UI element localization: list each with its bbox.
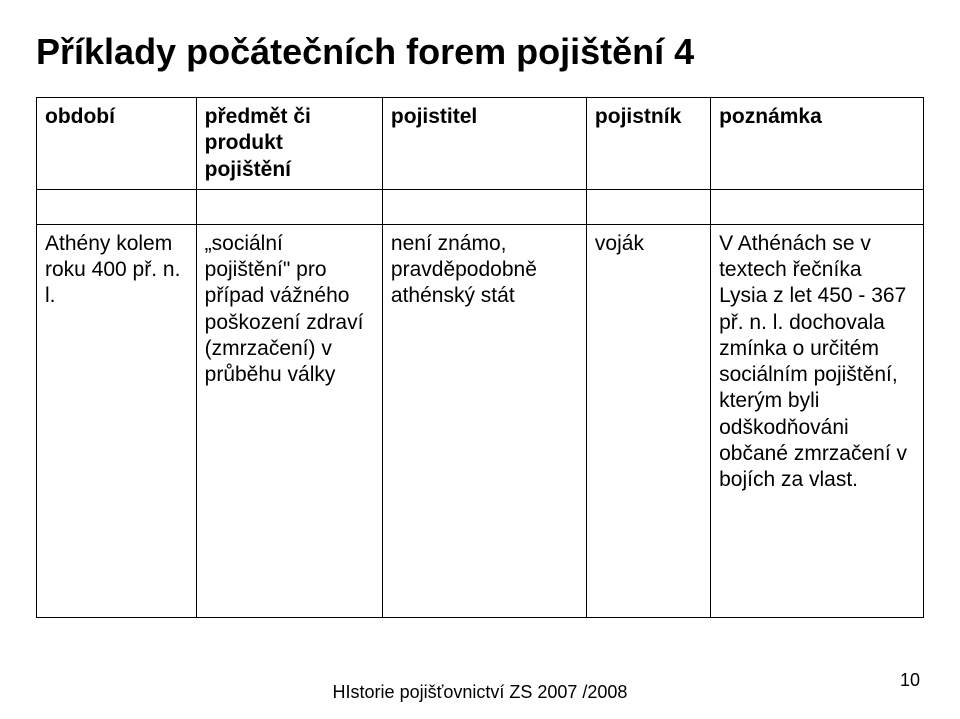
slide-title: Příklady počátečních forem pojištění 4 [36,30,924,73]
spacer-cell [711,189,924,224]
spacer-cell [37,189,197,224]
col-insured: pojistník [586,98,710,190]
spacer-cell [586,189,710,224]
table-header-row: období předmět či produkt pojištění poji… [37,98,924,190]
examples-table: období předmět či produkt pojištění poji… [36,97,924,618]
spacer-cell [196,189,382,224]
col-period: období [37,98,197,190]
cell-product: „sociální pojištění" pro případ vážného … [196,224,382,617]
table-row: Athény kolem roku 400 př. n. l. „sociáln… [37,224,924,617]
col-note: poznámka [711,98,924,190]
spacer-cell [382,189,586,224]
slide: Příklady počátečních forem pojištění 4 o… [0,0,960,719]
cell-period: Athény kolem roku 400 př. n. l. [37,224,197,617]
page-number: 10 [900,670,920,691]
cell-insurer: není známo, pravděpodobně athénský stát [382,224,586,617]
cell-insured: voják [586,224,710,617]
slide-footer: HIstorie pojišťovnictví ZS 2007 /2008 [0,682,960,703]
col-insurer: pojistitel [382,98,586,190]
col-product: předmět či produkt pojištění [196,98,382,190]
table-spacer-row [37,189,924,224]
cell-note: V Athénách se v textech řečníka Lysia z … [711,224,924,617]
